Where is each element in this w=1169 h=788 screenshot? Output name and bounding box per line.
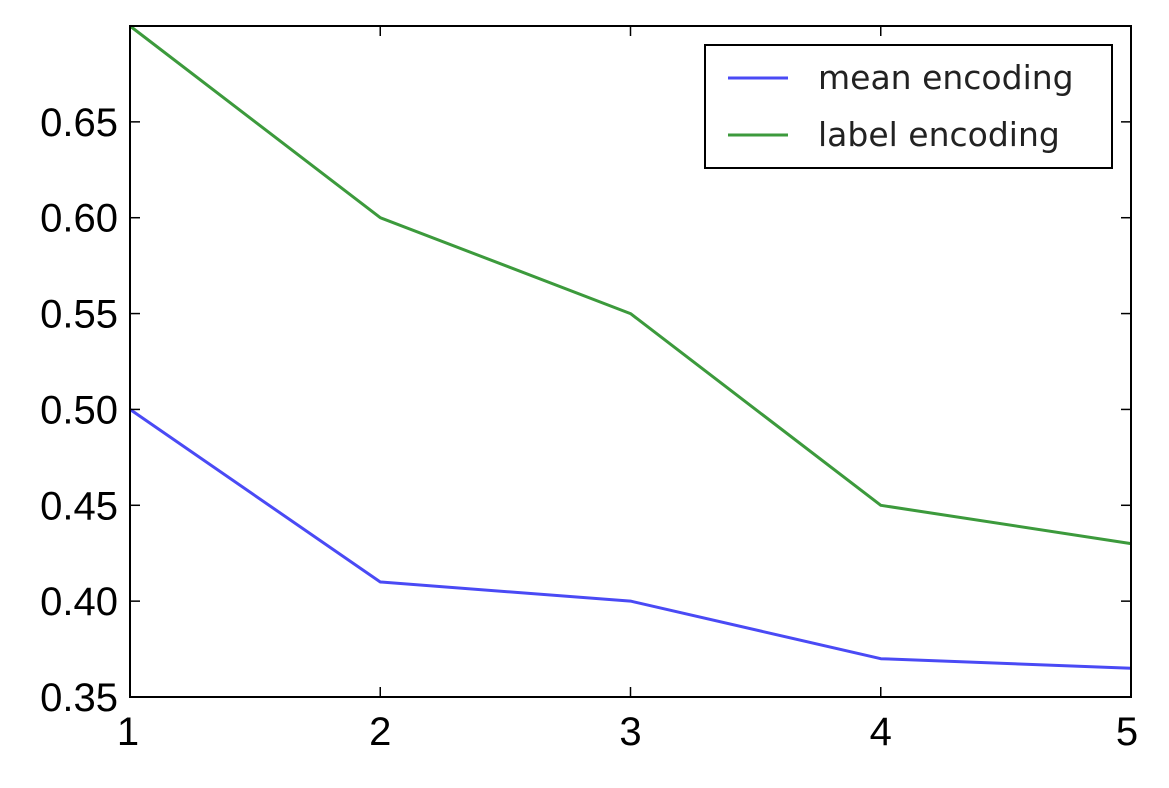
series-line-mean-encoding (129, 408, 1132, 670)
y-tick-label-7: 0.65 (40, 101, 118, 145)
x-tick-label-5: 5 (1116, 710, 1138, 754)
series-line-label-encoding (129, 24, 1132, 546)
y-tick-label-6: 0.60 (40, 197, 118, 241)
y-tick-label-5: 0.55 (40, 293, 118, 337)
x-tick-label-2: 2 (369, 710, 391, 754)
legend-box (704, 44, 1113, 169)
x-tick-label-4: 4 (870, 710, 892, 754)
y-tick-label-4: 0.50 (40, 388, 118, 432)
x-tick-label-1: 1 (117, 710, 139, 754)
legend: mean encoding label encoding (704, 44, 1113, 169)
y-tick-label-1: 0.35 (40, 676, 118, 720)
plot-layer: 1 2 3 4 5 0.35 0.40 0.45 0.50 0.55 0.60 0.65 (40, 24, 1138, 754)
x-tick-label-3: 3 (619, 710, 641, 754)
legend-label-label-encoding: label encoding (818, 115, 1060, 154)
y-tick-label-2: 0.40 (40, 580, 118, 624)
y-tick-label-3: 0.45 (40, 484, 118, 528)
legend-label-mean-encoding: mean encoding (818, 58, 1074, 97)
